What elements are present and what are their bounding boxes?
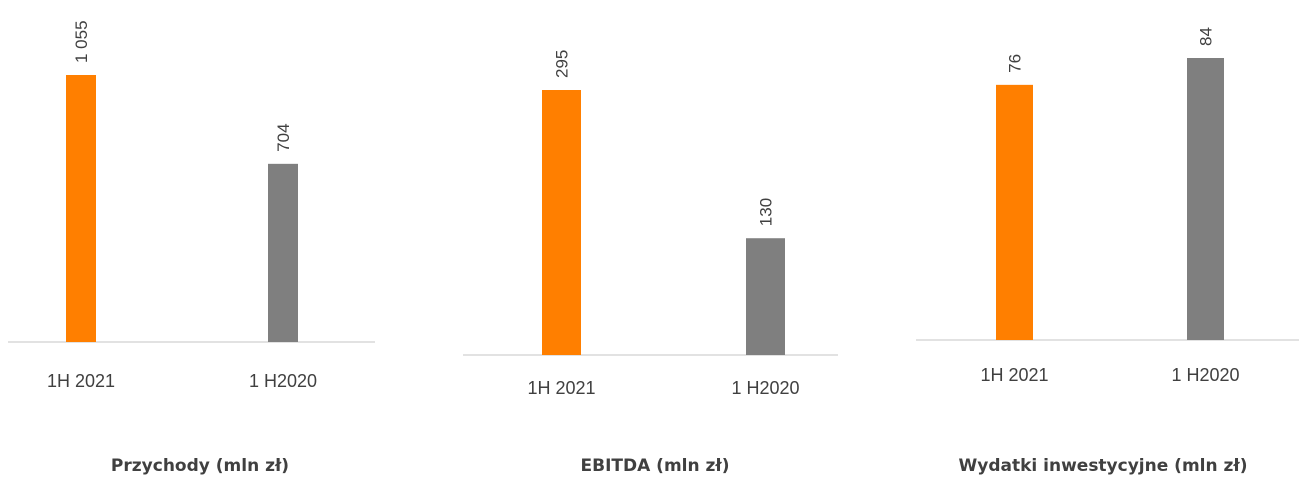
chart-panel-revenue: 1 055 1H 2021 704 1 H2020 Przychody (mln zł… — [0, 0, 400, 484]
bar-current — [542, 90, 581, 355]
capex-bar-chart: 76 1H 2021 84 1 H2020 — [916, 27, 1299, 385]
data-label: 1 055 — [72, 20, 91, 63]
chart-panel-ebitda: 295 1H 2021 130 1 H2020 EBITDA (mln zł) — [455, 0, 855, 484]
ebitda-bar-chart: 295 1H 2021 130 1 H2020 — [463, 50, 838, 398]
data-label: 84 — [1197, 27, 1216, 46]
category-tick-label: 1H 2021 — [527, 378, 595, 398]
bar-current — [996, 84, 1033, 340]
chart-title: Przychody (mln zł) — [110, 456, 290, 476]
revenue-bar-chart: 1 055 1H 2021 704 1 H2020 — [8, 20, 375, 391]
data-label: 295 — [553, 50, 572, 78]
data-label: 130 — [757, 198, 776, 226]
bar-previous — [1187, 58, 1224, 340]
category-tick-label: 1H 2021 — [980, 365, 1048, 385]
data-label: 76 — [1006, 54, 1025, 73]
category-tick-label: 1H 2021 — [47, 371, 115, 391]
bar-previous — [268, 163, 298, 342]
chart-title: EBITDA (mln zł) — [580, 456, 730, 476]
category-tick-label: 1 H2020 — [731, 378, 799, 398]
chart-panel-capex: 76 1H 2021 84 1 H2020 Wydatki inwestycyjne … — [903, 0, 1303, 484]
chart-title: Wydatki inwestycyjne (mln zł) — [958, 456, 1248, 476]
category-tick-label: 1 H2020 — [249, 371, 317, 391]
data-label: 704 — [274, 123, 293, 151]
bar-current — [66, 75, 96, 342]
category-tick-label: 1 H2020 — [1171, 365, 1239, 385]
bar-previous — [746, 238, 785, 355]
